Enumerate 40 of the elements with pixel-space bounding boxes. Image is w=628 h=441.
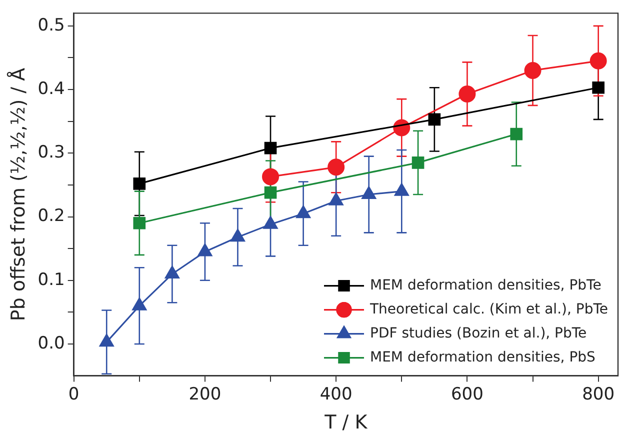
point: [524, 62, 542, 79]
point: [264, 142, 277, 154]
y-tick-label: 0.5: [38, 15, 65, 36]
legend-label: Theoretical calc. (Kim et al.), PbTe: [369, 301, 608, 318]
y-tick-label: 0.1: [38, 270, 65, 290]
x-tick-label: 200: [188, 384, 222, 404]
point: [164, 266, 180, 279]
point: [198, 243, 212, 256]
x-tick-label: 600: [450, 384, 484, 404]
y-tick-label: 0.4: [38, 78, 65, 99]
x-tick-label: 400: [320, 384, 352, 404]
y-tick-label: 0.3: [38, 142, 65, 163]
legend-label: MEM deformation densities, PbS: [370, 349, 596, 366]
point: [133, 178, 146, 190]
point: [133, 216, 146, 230]
legend-label: PDF studies (Bozin et al.), PbTe: [370, 325, 587, 342]
point: [263, 216, 278, 229]
point: [99, 334, 114, 347]
point: [428, 113, 441, 126]
point: [328, 192, 344, 206]
point: [132, 297, 147, 310]
legend-label: MEM deformation densities, PbTe: [370, 277, 602, 294]
point: [412, 156, 424, 169]
y-tick-label: 0.0: [38, 333, 65, 354]
y-axis-title: Pb offset from (½,½,½) / Å: [6, 68, 30, 322]
point: [262, 168, 280, 186]
point: [328, 158, 345, 176]
point: [230, 228, 246, 242]
y-tick-label: 0.2: [38, 206, 65, 226]
point: [590, 52, 607, 70]
point: [592, 81, 604, 94]
x-tick-label: 0: [68, 384, 80, 404]
point: [361, 186, 376, 199]
point: [264, 186, 277, 199]
point: [394, 182, 410, 196]
x-tick-label: 800: [582, 384, 615, 404]
point: [510, 128, 523, 140]
x-axis-title: T / K: [324, 412, 368, 434]
point: [296, 205, 311, 218]
point: [458, 85, 476, 102]
